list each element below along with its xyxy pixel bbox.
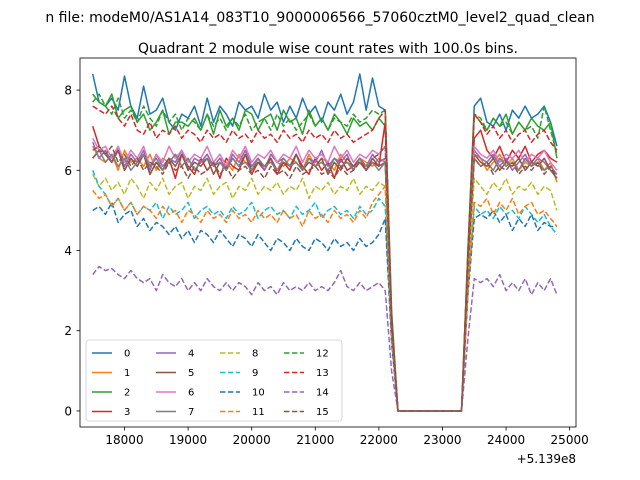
y-tick-label: 2 [64, 324, 72, 338]
x-tick-label: 23000 [423, 433, 461, 447]
legend-label-1: 1 [124, 368, 130, 379]
legend-label-7: 7 [188, 407, 194, 418]
legend-label-11: 11 [252, 407, 265, 418]
y-tick-label: 4 [64, 244, 72, 258]
x-offset-label: +5.139e8 [517, 452, 576, 466]
legend-label-10: 10 [252, 388, 265, 399]
legend-label-2: 2 [124, 388, 130, 399]
chart-title: Quadrant 2 module wise count rates with … [138, 41, 518, 57]
y-tick-label: 8 [64, 84, 72, 98]
legend-label-0: 0 [124, 349, 130, 360]
legend-label-9: 9 [252, 368, 258, 379]
legend-label-12: 12 [316, 349, 329, 360]
legend-label-14: 14 [316, 388, 329, 399]
x-tick-label: 22000 [360, 433, 398, 447]
y-tick-label: 6 [64, 164, 72, 178]
x-tick-label: 21000 [296, 433, 334, 447]
legend-label-3: 3 [124, 407, 130, 418]
legend-label-15: 15 [316, 407, 329, 418]
y-tick-label: 0 [64, 404, 72, 418]
legend-label-4: 4 [188, 349, 194, 360]
chart-figure: n file: modeM0/AS1A14_083T10_9000006566_… [0, 0, 640, 480]
x-tick-label: 20000 [233, 433, 271, 447]
legend-label-6: 6 [188, 388, 194, 399]
x-tick-label: 25000 [551, 433, 589, 447]
legend-label-5: 5 [188, 368, 194, 379]
figure-suptitle: n file: modeM0/AS1A14_083T10_9000006566_… [45, 10, 594, 26]
x-tick-label: 18000 [105, 433, 143, 447]
legend-label-13: 13 [316, 368, 329, 379]
x-tick-label: 19000 [169, 433, 207, 447]
x-tick-label: 24000 [487, 433, 525, 447]
legend-label-8: 8 [252, 349, 258, 360]
